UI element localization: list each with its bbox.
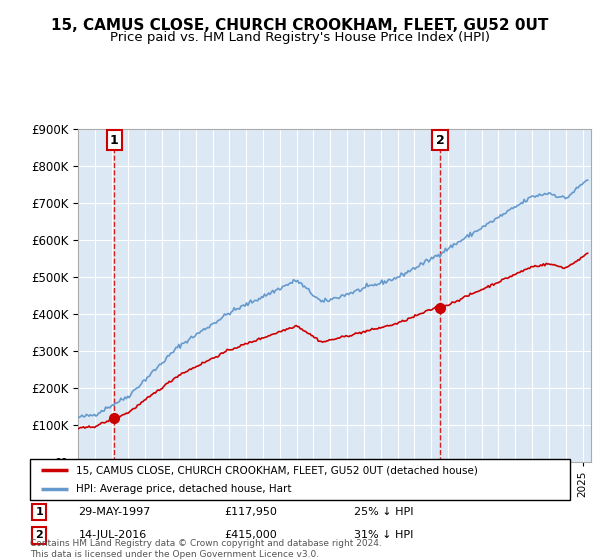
Text: Contains HM Land Registry data © Crown copyright and database right 2024.
This d: Contains HM Land Registry data © Crown c… [30, 539, 382, 559]
Text: £415,000: £415,000 [224, 530, 277, 540]
Text: 15, CAMUS CLOSE, CHURCH CROOKHAM, FLEET, GU52 0UT: 15, CAMUS CLOSE, CHURCH CROOKHAM, FLEET,… [52, 18, 548, 33]
Text: 29-MAY-1997: 29-MAY-1997 [79, 507, 151, 517]
Text: 25% ↓ HPI: 25% ↓ HPI [354, 507, 413, 517]
Text: 31% ↓ HPI: 31% ↓ HPI [354, 530, 413, 540]
Text: 15, CAMUS CLOSE, CHURCH CROOKHAM, FLEET, GU52 0UT (detached house): 15, CAMUS CLOSE, CHURCH CROOKHAM, FLEET,… [76, 465, 478, 475]
Text: 14-JUL-2016: 14-JUL-2016 [79, 530, 147, 540]
Text: 1: 1 [35, 507, 43, 517]
FancyBboxPatch shape [30, 459, 570, 500]
Text: 2: 2 [436, 134, 445, 147]
Text: 1: 1 [110, 134, 119, 147]
Text: 2: 2 [35, 530, 43, 540]
Text: HPI: Average price, detached house, Hart: HPI: Average price, detached house, Hart [76, 484, 292, 493]
Text: Price paid vs. HM Land Registry's House Price Index (HPI): Price paid vs. HM Land Registry's House … [110, 31, 490, 44]
Text: £117,950: £117,950 [224, 507, 277, 517]
